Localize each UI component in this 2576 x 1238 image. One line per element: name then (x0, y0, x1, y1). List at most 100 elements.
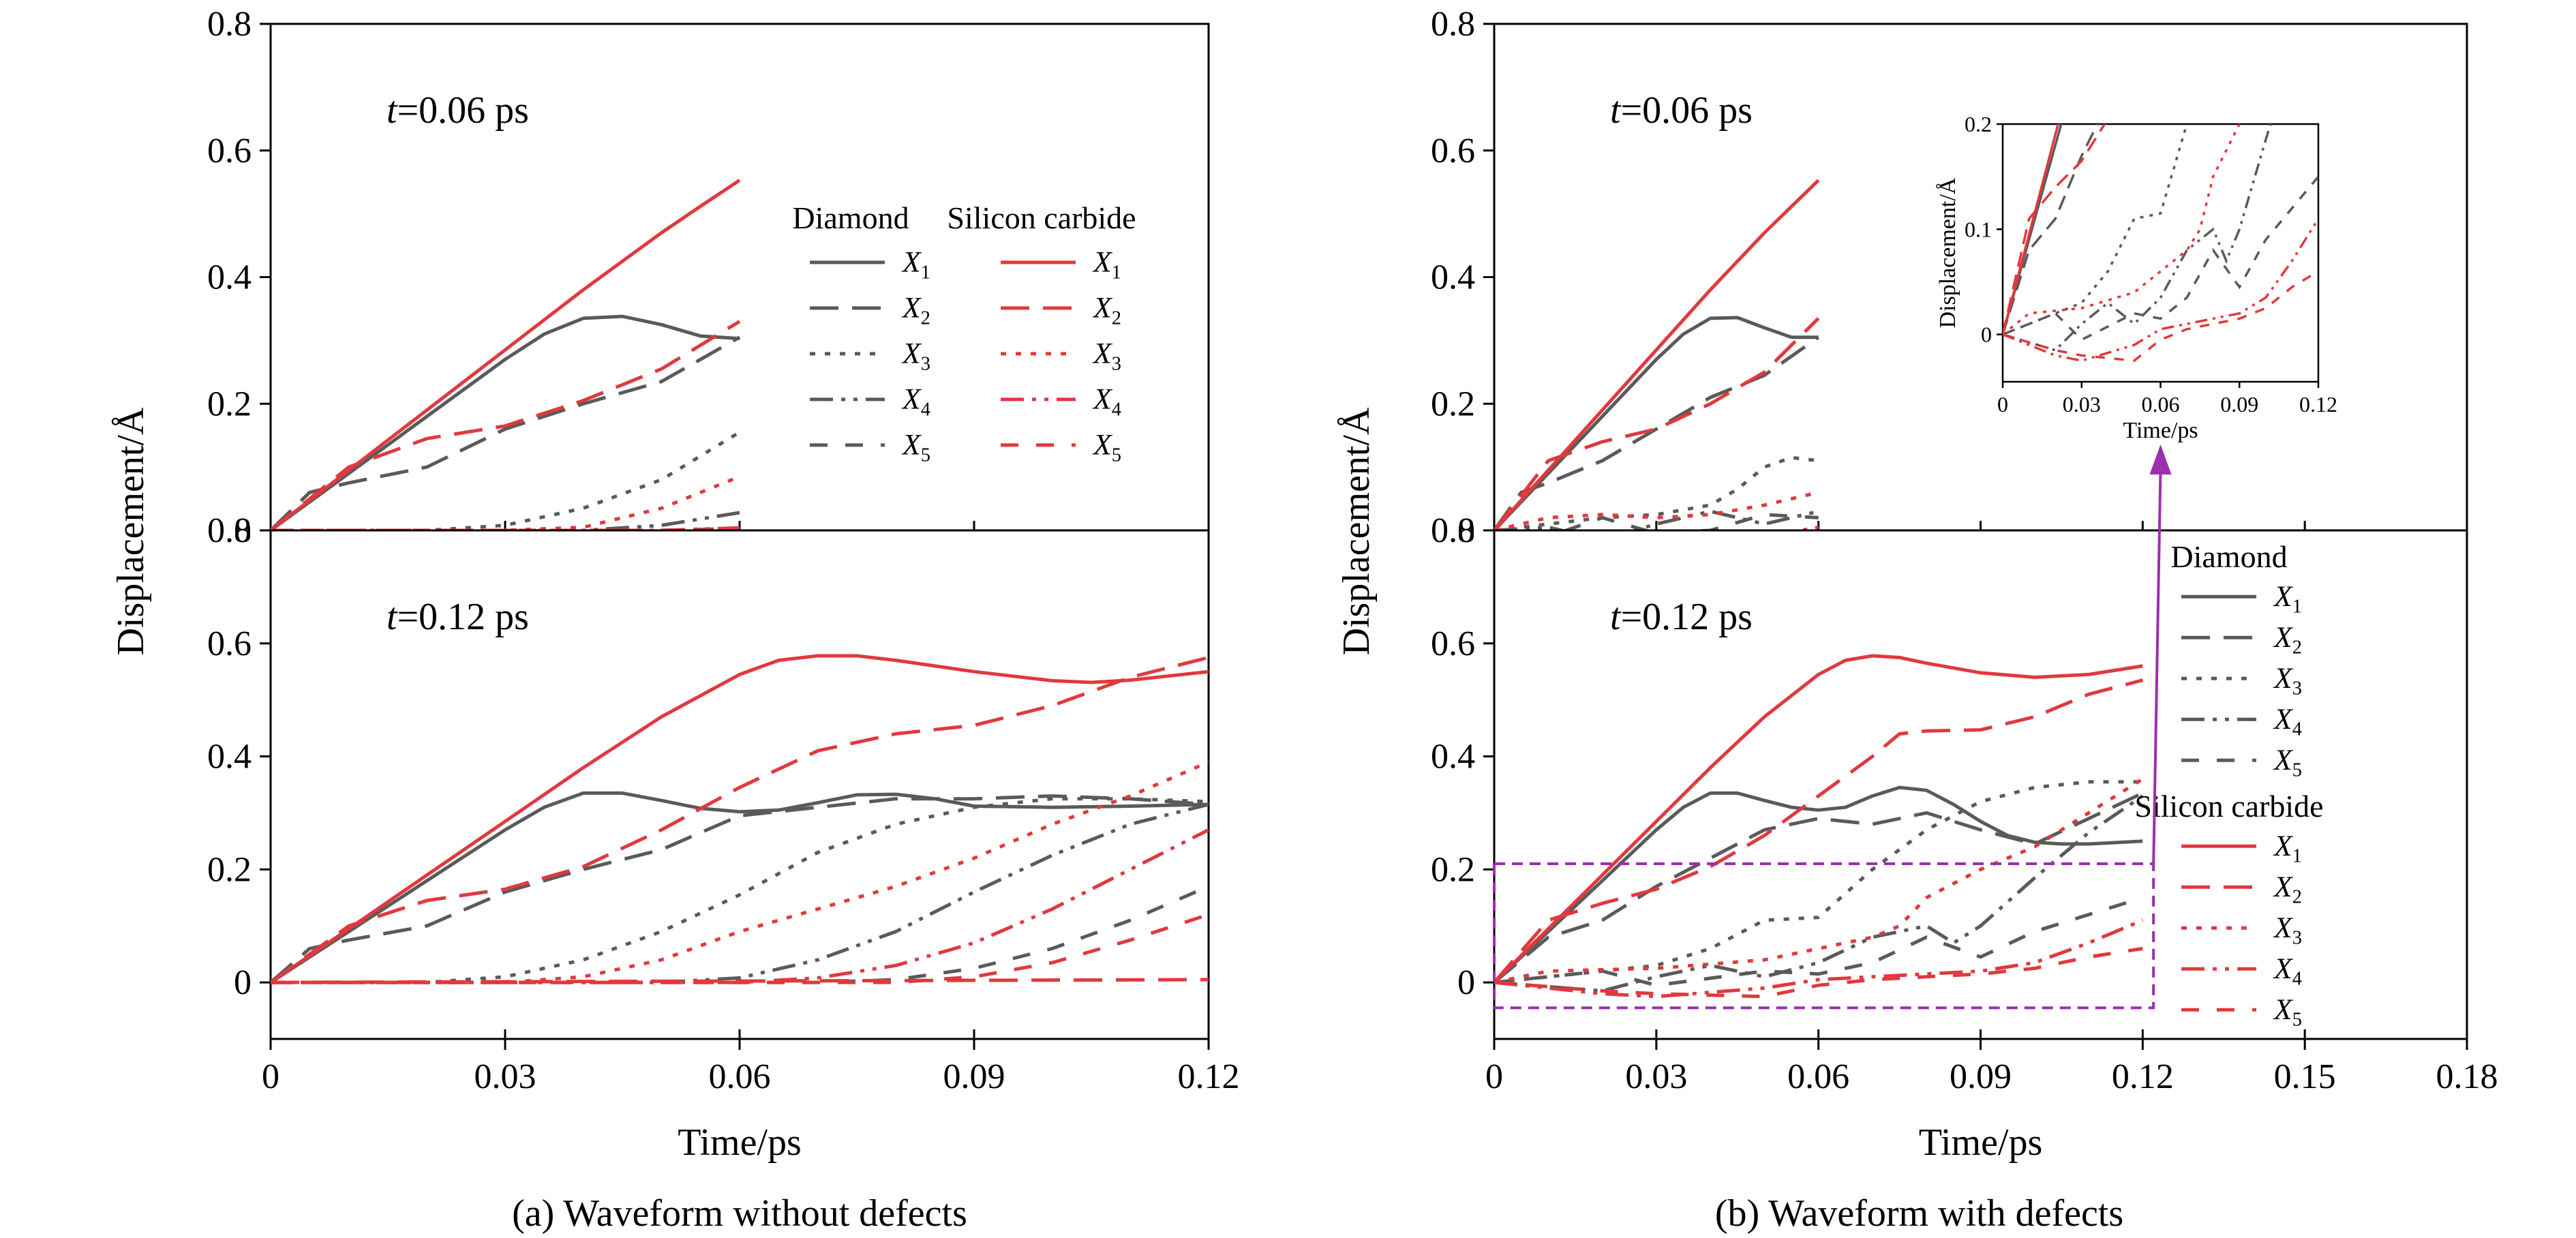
inset-series (2003, 124, 2318, 362)
inset-series-diamond-x2 (2003, 124, 2099, 335)
x-tick-label: 0.15 (2274, 1057, 2336, 1096)
y-tick-label: 0.2 (207, 850, 252, 889)
series-diamond-x5 (271, 884, 1209, 984)
legend-title-1: Silicon carbide (947, 200, 1136, 235)
inset-y-tick-label: 0 (1981, 322, 1992, 347)
series-silicon-carbide-x1 (1494, 179, 1820, 530)
series-silicon-carbide-x5 (1494, 946, 2143, 999)
inset-x-tick-label: 0.09 (2220, 392, 2258, 417)
inset: 0 0.1 0.2 0 0.03 0.06 0.09 0.12 Time/ps Displacem… (1935, 112, 2337, 443)
panel-label: t=0.12 ps (1610, 596, 1753, 638)
legend-label-0-0: X1 (901, 246, 930, 284)
inset-x-tick-label: 0 (1997, 392, 2008, 417)
y-tick-label: 0.6 (1431, 624, 1475, 663)
x-tick-label: 0.09 (943, 1057, 1005, 1096)
series-silicon-carbide-x2 (1494, 678, 2143, 984)
inset-x-tick-label: 0.03 (2063, 392, 2101, 417)
y-tick-label: 0.4 (207, 738, 252, 776)
legend-title-1: Silicon carbide (2134, 789, 2323, 824)
y-tick-label: 0.8 (1431, 511, 1475, 550)
series-silicon-carbide-x4 (1494, 918, 2144, 999)
series-diamond-x5 (1494, 896, 2144, 987)
series-silicon-carbide-x2 (1494, 317, 1820, 530)
inset-series-diamond-x3 (2003, 124, 2188, 336)
legend-label-0-4: X5 (901, 429, 930, 466)
inset-series-silicon-carbide-x5 (2003, 270, 2318, 362)
inset-y-tick-label: 0.1 (1965, 217, 1992, 241)
legend-label-1-4: X5 (1092, 429, 1121, 466)
series-diamond-x4 (271, 511, 740, 530)
x-tick-label: 0.03 (1625, 1057, 1687, 1096)
series-silicon-carbide-x4 (271, 828, 1209, 984)
x-tick-label: 0.06 (709, 1057, 771, 1096)
x-axis-label: Time/ps (1919, 1121, 2043, 1164)
legend-label-0-3: X4 (2273, 703, 2302, 740)
x-tick-label: 0.03 (474, 1057, 536, 1096)
legend-label-0-0: X1 (2273, 580, 2302, 618)
inset-series-silicon-carbide-x4 (2003, 217, 2318, 362)
series-diamond-x3 (271, 430, 741, 530)
y-tick-label: 0.8 (207, 5, 252, 44)
legend-label-0-1: X2 (901, 292, 930, 329)
series-silicon-carbide-x3 (271, 760, 1209, 984)
series-diamond-x2 (271, 335, 741, 530)
y-tick-label: 0.4 (1431, 258, 1475, 297)
series-silicon-carbide-x3 (271, 474, 740, 530)
legend-label-1-2: X3 (1092, 337, 1121, 375)
series-silicon-carbide-x2 (271, 320, 741, 530)
series-diamond-x3 (1494, 455, 1819, 530)
series-diamond-x1 (1494, 785, 2143, 984)
x-tick-label: 0 (1485, 1057, 1503, 1096)
figure-caption: (a) Waveform without defects (512, 1192, 967, 1235)
y-tick-label: 0 (1457, 511, 1475, 550)
y-tick-label: 0.4 (1431, 738, 1475, 776)
inset-frame (2001, 123, 2320, 383)
y-tick-label: 0.2 (1431, 850, 1475, 889)
legend-label-0-2: X3 (901, 337, 930, 375)
series-diamond-x1 (1494, 316, 1819, 530)
series-group (1494, 179, 1820, 530)
series-silicon-carbide-x5 (1494, 528, 1524, 530)
legend-title-0: Diamond (792, 200, 909, 235)
series-silicon-carbide-x2 (271, 656, 1209, 984)
inset-x-tick-label: 0.12 (2299, 392, 2337, 417)
y-tick-label: 0 (234, 963, 252, 1002)
legend-label-1-0: X1 (1092, 246, 1121, 284)
series-silicon-carbide-x1 (271, 654, 1209, 984)
legend-label-1-4: X5 (2273, 993, 2302, 1031)
y-tick-label: 0 (234, 511, 252, 550)
y-tick-label: 0.8 (1431, 5, 1475, 44)
series-diamond-x2 (271, 794, 1209, 984)
series-group (1494, 654, 2144, 999)
legend-label-1-2: X3 (2273, 911, 2302, 949)
inset-y-tick-label: 0.2 (1965, 112, 1992, 136)
series-diamond-x2 (1494, 335, 1820, 530)
inset-x-label: Time/ps (2123, 418, 2198, 443)
legend-label-0-3: X4 (901, 383, 930, 421)
y-tick-label: 0.2 (1431, 384, 1475, 423)
series-silicon-carbide-x1 (271, 179, 741, 530)
series-silicon-carbide-x3 (1494, 490, 1819, 530)
x-tick-label: 0.18 (2436, 1057, 2498, 1096)
panel-a-1: 00.20.40.60.80 0.03 0.06 0.09 0.12t=0.12 ps (207, 511, 1240, 1096)
series-diamond-x2 (1494, 791, 2144, 984)
inset-series-diamond-x5 (2003, 175, 2318, 342)
panel-b-0: 0 0.2 0.4 0.6 0.8 t=0.06 ps (1431, 5, 2468, 550)
legend-label-1-0: X1 (2273, 830, 2302, 867)
legend-label-1-3: X4 (2273, 952, 2302, 990)
series-diamond-x3 (1494, 780, 2143, 984)
x-axis-label: Time/ps (678, 1121, 802, 1164)
series-diamond-x3 (271, 797, 1209, 984)
series-silicon-carbide-x5 (271, 913, 1209, 984)
series-diamond-x4 (1494, 794, 2144, 993)
series-group (271, 654, 1209, 984)
x-tick-label: 0.12 (2112, 1057, 2174, 1096)
inset-y-label: Displacement/Å (1935, 177, 1960, 328)
y-tick-label: 0.6 (207, 132, 252, 170)
series-silicon-carbide-x1 (1494, 654, 2143, 984)
panel-b-1: 00.20.40.60.80 0.03 0.06 0.09 0.12 0.15 0.18t=… (1431, 511, 2498, 1096)
panel-label: t=0.06 ps (387, 89, 529, 132)
x-tick-label: 0.06 (1787, 1057, 1849, 1096)
